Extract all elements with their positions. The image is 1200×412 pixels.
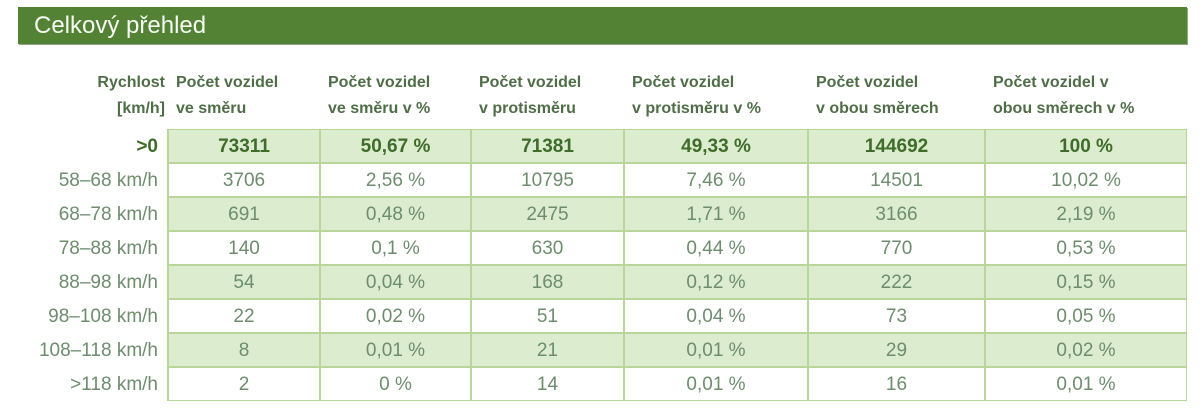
svg-text:Počet vozidel: Počet vozidel bbox=[479, 74, 581, 91]
svg-text:3166: 3166 bbox=[875, 204, 917, 225]
svg-text:>0: >0 bbox=[136, 136, 158, 157]
svg-text:v obou směrech: v obou směrech bbox=[816, 100, 939, 117]
svg-text:0,1 %: 0,1 % bbox=[371, 238, 420, 259]
svg-text:50,67 %: 50,67 % bbox=[361, 136, 431, 157]
svg-text:49,33 %: 49,33 % bbox=[681, 136, 751, 157]
svg-text:71381: 71381 bbox=[521, 136, 574, 157]
svg-text:Počet vozidel: Počet vozidel bbox=[328, 74, 430, 91]
svg-text:2: 2 bbox=[239, 374, 250, 395]
svg-text:ve směru: ve směru bbox=[176, 100, 246, 117]
svg-text:2,56 %: 2,56 % bbox=[366, 170, 425, 191]
svg-text:108–118 km/h: 108–118 km/h bbox=[39, 340, 158, 361]
svg-text:0,04 %: 0,04 % bbox=[686, 306, 745, 327]
svg-text:0,05 %: 0,05 % bbox=[1056, 306, 1115, 327]
svg-text:0,53 %: 0,53 % bbox=[1056, 238, 1115, 259]
svg-text:68–78 km/h: 68–78 km/h bbox=[59, 204, 158, 225]
svg-text:0,15 %: 0,15 % bbox=[1056, 272, 1115, 293]
svg-text:3706: 3706 bbox=[223, 170, 265, 191]
svg-text:v protisměru: v protisměru bbox=[479, 100, 576, 117]
svg-text:ve směru v %: ve směru v % bbox=[328, 100, 430, 117]
svg-text:0,12 %: 0,12 % bbox=[686, 272, 745, 293]
svg-text:73311: 73311 bbox=[218, 136, 270, 157]
svg-text:14: 14 bbox=[537, 374, 559, 395]
svg-text:1,71 %: 1,71 % bbox=[686, 204, 745, 225]
svg-text:0,04 %: 0,04 % bbox=[366, 272, 425, 293]
svg-text:0 %: 0 % bbox=[379, 374, 412, 395]
svg-text:0,44 %: 0,44 % bbox=[686, 238, 745, 259]
svg-text:73: 73 bbox=[886, 306, 907, 327]
svg-text:770: 770 bbox=[881, 238, 913, 259]
svg-text:78–88 km/h: 78–88 km/h bbox=[59, 238, 158, 259]
svg-text:7,46 %: 7,46 % bbox=[686, 170, 745, 191]
svg-text:98–108 km/h: 98–108 km/h bbox=[48, 306, 158, 327]
svg-text:22: 22 bbox=[233, 306, 254, 327]
svg-text:100 %: 100 % bbox=[1059, 136, 1113, 157]
svg-text:10795: 10795 bbox=[521, 170, 574, 191]
svg-text:Rychlost: Rychlost bbox=[97, 74, 165, 91]
svg-text:2,19 %: 2,19 % bbox=[1056, 204, 1115, 225]
svg-text:10,02 %: 10,02 % bbox=[1051, 170, 1121, 191]
svg-text:21: 21 bbox=[537, 340, 558, 361]
svg-text:16: 16 bbox=[886, 374, 907, 395]
svg-text:0,01 %: 0,01 % bbox=[686, 374, 745, 395]
svg-text:58–68 km/h: 58–68 km/h bbox=[59, 170, 158, 191]
svg-text:144692: 144692 bbox=[865, 136, 928, 157]
svg-text:168: 168 bbox=[532, 272, 564, 293]
svg-text:Počet vozidel: Počet vozidel bbox=[632, 74, 734, 91]
svg-text:obou směrech v %: obou směrech v % bbox=[993, 100, 1134, 117]
svg-text:0,02 %: 0,02 % bbox=[366, 306, 425, 327]
svg-text:51: 51 bbox=[537, 306, 558, 327]
svg-text:Celkový přehled: Celkový přehled bbox=[34, 12, 206, 39]
svg-text:0,01 %: 0,01 % bbox=[686, 340, 745, 361]
svg-text:0,01 %: 0,01 % bbox=[1056, 374, 1115, 395]
svg-text:2475: 2475 bbox=[526, 204, 568, 225]
svg-text:88–98 km/h: 88–98 km/h bbox=[59, 272, 158, 293]
svg-text:Počet vozidel: Počet vozidel bbox=[816, 74, 918, 91]
svg-text:14501: 14501 bbox=[870, 170, 923, 191]
svg-text:Počet vozidel v: Počet vozidel v bbox=[993, 74, 1109, 91]
svg-text:222: 222 bbox=[881, 272, 913, 293]
svg-text:v protisměru v %: v protisměru v % bbox=[632, 100, 761, 117]
svg-text:>118 km/h: >118 km/h bbox=[70, 374, 158, 395]
svg-text:Počet vozidel: Počet vozidel bbox=[176, 74, 278, 91]
svg-text:54: 54 bbox=[233, 272, 255, 293]
svg-text:8: 8 bbox=[239, 340, 250, 361]
svg-text:29: 29 bbox=[886, 340, 907, 361]
svg-text:0,48 %: 0,48 % bbox=[366, 204, 425, 225]
svg-text:140: 140 bbox=[228, 238, 260, 259]
svg-text:630: 630 bbox=[532, 238, 564, 259]
svg-text:0,01 %: 0,01 % bbox=[366, 340, 425, 361]
svg-text:[km/h]: [km/h] bbox=[117, 100, 165, 117]
svg-text:691: 691 bbox=[228, 204, 260, 225]
svg-text:0,02 %: 0,02 % bbox=[1056, 340, 1115, 361]
